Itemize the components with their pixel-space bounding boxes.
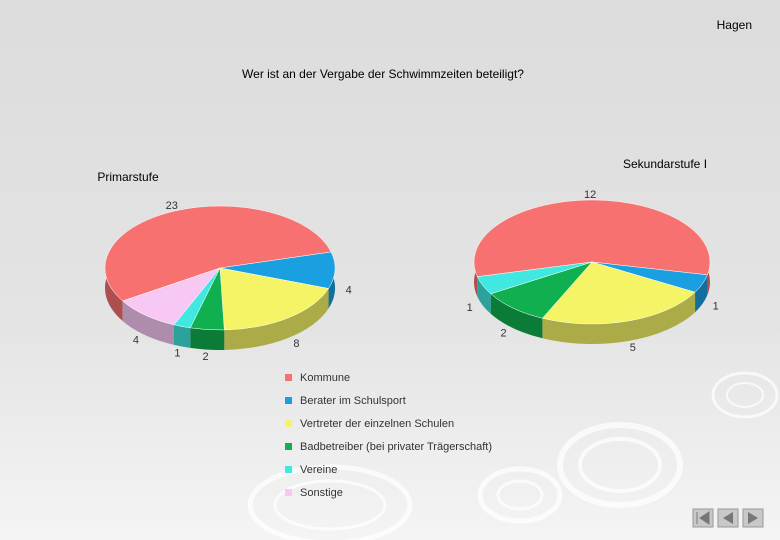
legend-label: Sonstige <box>300 487 343 499</box>
data-label: 12 <box>584 189 596 201</box>
slice-side <box>190 327 225 350</box>
legend-label: Vereine <box>300 464 337 476</box>
legend-label: Badbetreiber (bei privater Trägerschaft) <box>300 441 492 453</box>
next-button[interactable] <box>742 508 764 528</box>
data-label: 4 <box>133 335 139 347</box>
slice-side <box>490 293 543 339</box>
data-label: 1 <box>713 300 719 312</box>
chart-title: Primarstufe <box>97 170 159 184</box>
data-label: 2 <box>203 351 209 363</box>
legend-swatch <box>285 420 292 427</box>
prev-button[interactable] <box>717 508 739 528</box>
slice-side <box>542 292 696 344</box>
slice <box>473 199 711 277</box>
legend-label: Berater im Schulsport <box>300 395 406 407</box>
legend-swatch <box>285 397 292 404</box>
first-button[interactable] <box>692 508 714 528</box>
data-label: 8 <box>293 338 299 350</box>
slice-side <box>122 300 175 345</box>
decoration-rings <box>247 371 779 540</box>
legend-swatch <box>285 374 292 381</box>
title: Wer ist an der Vergabe der Schwimmzeiten… <box>242 67 524 81</box>
slice <box>476 261 593 295</box>
slice <box>541 261 696 325</box>
data-label: 23 <box>166 200 178 212</box>
legend-swatch <box>285 443 292 450</box>
slice-side <box>174 324 191 348</box>
data-label: 1 <box>467 302 473 314</box>
slice-side <box>477 276 491 314</box>
legend-swatch <box>285 466 292 473</box>
nav-buttons <box>692 508 764 528</box>
chart-title: Sekundarstufe I <box>623 157 707 171</box>
legend-label: Vertreter der einzelnen Schulen <box>300 418 454 430</box>
corner-label: Hagen <box>717 18 752 32</box>
data-label: 5 <box>630 342 636 354</box>
slice-side <box>695 274 708 313</box>
data-label: 4 <box>346 285 352 297</box>
slice-side <box>224 288 329 350</box>
slice <box>219 267 329 331</box>
legend-label: Kommune <box>300 372 350 384</box>
data-label: 1 <box>174 347 180 359</box>
slice <box>122 267 221 326</box>
legend-swatch <box>285 489 292 496</box>
data-label: 2 <box>501 328 507 340</box>
slice <box>104 205 332 302</box>
